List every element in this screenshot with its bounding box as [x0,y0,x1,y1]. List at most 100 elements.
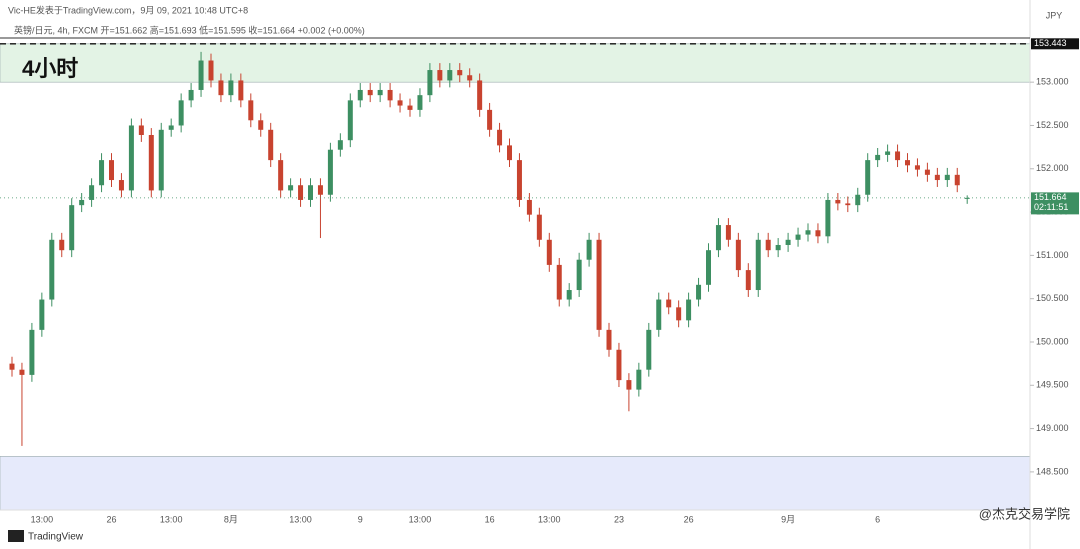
x-tick-label: 8月 [224,514,238,524]
candle-body [357,89,363,101]
x-tick-label: 26 [106,514,116,524]
candle-body [805,230,811,235]
candle-body [407,105,413,110]
candle-body [676,307,682,321]
candle-body [666,299,672,308]
candle-body [288,185,294,191]
x-tick-label: 26 [684,514,694,524]
y-tick-label: 150.000 [1036,336,1069,346]
candle-body [885,151,891,155]
candle-body [765,239,771,251]
zone [0,456,1030,510]
candle-body [118,180,124,191]
candle-body [556,264,562,300]
candle-body [99,160,105,186]
x-tick-label: 13:00 [289,514,312,524]
candle-body [815,230,821,237]
candle-body [178,100,184,126]
candle-body [895,151,901,161]
price-level-label: 153.443 [1034,38,1067,48]
candle-body [138,125,144,135]
candle-body [347,100,353,141]
candle-body [39,299,45,330]
candle-body [278,160,284,191]
price-level-tag [1031,192,1079,215]
candle-body [964,197,970,199]
candle-body [905,160,910,166]
candle-body [755,239,761,291]
candle-body [706,250,711,285]
candle-body [487,109,493,130]
candle-body [696,284,702,300]
candle-body [735,239,741,271]
y-tick-label: 150.500 [1036,293,1069,303]
candle-body [128,125,134,191]
candle-body [367,89,373,96]
legend-text: 英镑/日元, 4h, FXCM 开=151.662 高=151.693 低=15… [14,24,365,35]
candle-body [89,185,95,200]
y-tick-label: 151.000 [1036,250,1069,260]
x-tick-label: 9 [358,514,363,524]
candle-body [208,60,214,81]
candle-body [447,70,453,81]
tv-logo [8,530,24,542]
candle-body [497,129,503,146]
candle-body [298,185,304,200]
candle-body [566,290,572,300]
candle-body [546,239,552,265]
watermark: @杰克交易学院 [979,506,1070,521]
candle-body [477,80,483,110]
y-tick-label: 152.000 [1036,163,1069,173]
zones [0,43,1030,510]
candle-body [536,214,542,240]
candle-body [19,369,25,375]
candle-body [954,174,960,186]
candle-body [457,70,463,76]
candle-body [795,234,801,240]
candle-body [109,160,114,181]
candle-body [745,270,751,291]
x-tick-label: 13:00 [160,514,183,524]
candle-body [437,70,443,81]
candle-body [168,125,174,130]
candle-body [725,225,731,240]
x-tick-label: 13:00 [538,514,561,524]
header: Vic-HE发表于TradingView.com，9月 09, 2021 10:… [8,4,248,15]
candle-body [934,174,940,181]
candle-body [248,100,254,121]
y-tick-label: 153.000 [1036,77,1069,87]
candle-body [29,329,35,375]
candle-body [715,225,721,251]
x-tick-label: 6 [875,514,880,524]
candle-body [875,154,881,161]
candle-body [238,80,244,101]
x-tick-label: 23 [614,514,624,524]
candle-body [417,95,423,110]
candle-body [835,199,841,204]
zone [0,43,1030,83]
candle-body [646,329,652,370]
candle-body [228,80,234,96]
x-tick-label: 9月 [781,514,795,524]
candle-body [845,203,851,206]
candle-body [576,259,582,291]
y-tick-label: 149.000 [1036,423,1069,433]
candle-body [636,369,642,390]
candle-body [427,70,433,96]
candle-body [317,185,323,195]
footer: TradingView [28,532,84,543]
candle-body [59,239,65,251]
candles [9,51,970,446]
candle-body [507,145,512,161]
candle-body [79,199,85,206]
candle-body [268,129,274,161]
candle-body [69,205,75,251]
candle-body [198,60,204,90]
candle-body [855,194,861,206]
candle-body [686,299,692,321]
candle-body [526,199,532,215]
y-tick-label: 152.500 [1036,120,1069,130]
candle-body [586,239,592,260]
y-tick-label: 149.500 [1036,380,1069,390]
